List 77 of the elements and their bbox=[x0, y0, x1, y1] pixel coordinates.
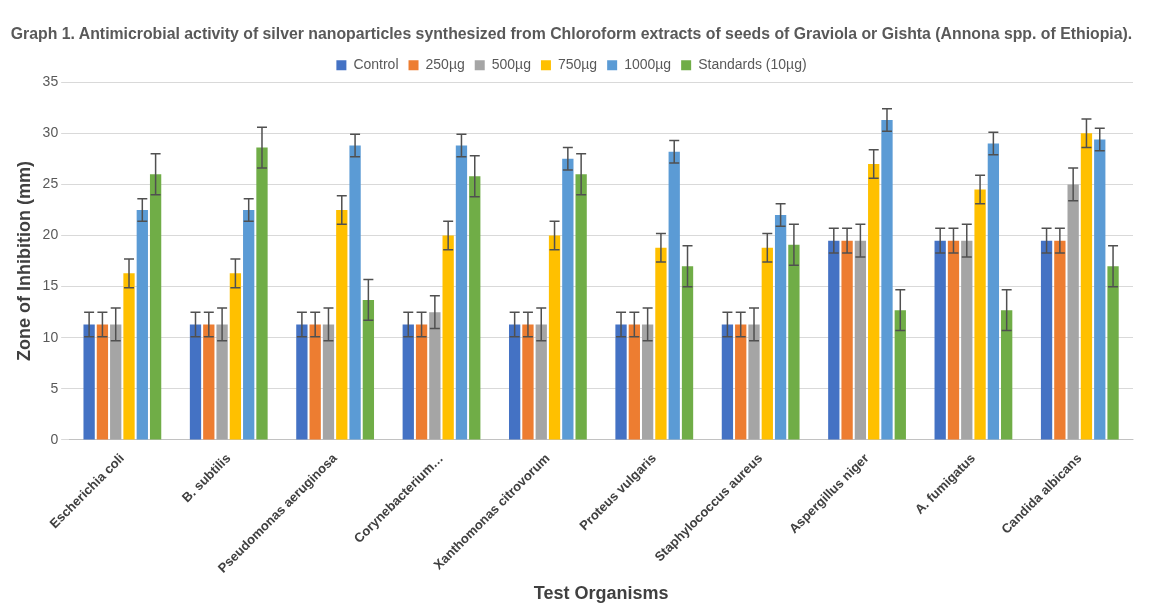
bar bbox=[615, 324, 627, 440]
y-tick-label: 15 bbox=[42, 277, 59, 294]
bar bbox=[429, 312, 441, 440]
bar bbox=[1001, 310, 1013, 440]
y-tick-label: 35 bbox=[42, 73, 59, 90]
legend-label: Standards (10µg) bbox=[698, 56, 807, 73]
bar bbox=[854, 240, 867, 440]
bar bbox=[934, 240, 946, 440]
bar bbox=[668, 151, 680, 440]
bar bbox=[628, 324, 640, 440]
y-tick-label: 0 bbox=[50, 430, 59, 447]
y-tick-label: 10 bbox=[42, 328, 59, 345]
bar bbox=[681, 266, 694, 440]
bar bbox=[415, 324, 428, 440]
y-tick-label: 20 bbox=[42, 226, 59, 243]
bar bbox=[336, 209, 348, 440]
bar bbox=[110, 324, 122, 440]
bar bbox=[123, 273, 135, 440]
bar bbox=[203, 324, 215, 440]
bar bbox=[841, 240, 853, 440]
y-tick-label: 30 bbox=[42, 124, 59, 141]
bar bbox=[296, 324, 308, 440]
bar bbox=[881, 120, 893, 440]
bar bbox=[788, 244, 800, 440]
bar bbox=[575, 174, 587, 440]
bar bbox=[974, 189, 986, 440]
bar bbox=[216, 324, 228, 440]
bar bbox=[774, 215, 787, 440]
bar bbox=[894, 310, 906, 440]
bar bbox=[149, 174, 162, 440]
bar bbox=[548, 235, 561, 440]
bar bbox=[1094, 139, 1106, 440]
bar bbox=[1040, 240, 1053, 440]
bar bbox=[509, 324, 521, 440]
bar bbox=[735, 324, 747, 440]
bar bbox=[721, 324, 734, 440]
bar bbox=[322, 324, 335, 440]
bar bbox=[455, 145, 468, 440]
legend-label: 750µg bbox=[557, 56, 598, 73]
bar bbox=[868, 163, 880, 440]
bar bbox=[961, 240, 973, 440]
bar bbox=[189, 324, 202, 440]
bar bbox=[1107, 266, 1119, 440]
legend-label: Control bbox=[353, 56, 399, 73]
bar bbox=[1054, 240, 1066, 440]
bar bbox=[469, 176, 481, 440]
legend-label: 500µg bbox=[491, 56, 531, 73]
bar bbox=[402, 324, 414, 440]
x-axis-title: Test Organisms bbox=[533, 583, 669, 604]
bar bbox=[349, 145, 361, 440]
bar bbox=[229, 273, 242, 440]
bar bbox=[362, 299, 375, 440]
bar bbox=[947, 240, 960, 440]
bar bbox=[1080, 133, 1093, 440]
bar bbox=[136, 209, 148, 440]
legend-label: 250µg bbox=[425, 56, 465, 73]
bar bbox=[828, 240, 840, 440]
legend-label: 1000µg bbox=[624, 56, 672, 73]
bar bbox=[641, 324, 654, 440]
bar bbox=[748, 324, 760, 440]
bar bbox=[655, 247, 667, 440]
bar bbox=[562, 158, 574, 440]
bar bbox=[243, 209, 255, 440]
bar bbox=[309, 324, 321, 440]
bar bbox=[96, 324, 109, 440]
bar bbox=[535, 324, 547, 440]
bar bbox=[442, 235, 454, 440]
bar bbox=[987, 143, 1000, 440]
bar bbox=[761, 247, 773, 440]
bar bbox=[1067, 184, 1079, 440]
y-tick-label: 5 bbox=[50, 379, 59, 396]
bar bbox=[522, 324, 534, 440]
bar bbox=[256, 147, 268, 440]
chart-title: Graph 1. Antimicrobial activity of silver nanoparticles synthesized from Chloroform extracts of seeds of Graviola or Gishta (Annona spp. of Ethiopia). bbox=[10, 24, 1133, 43]
y-axis-title: Zone of Inhibition (mm) bbox=[13, 161, 34, 362]
y-tick-label: 25 bbox=[42, 175, 59, 192]
bar bbox=[83, 324, 95, 440]
